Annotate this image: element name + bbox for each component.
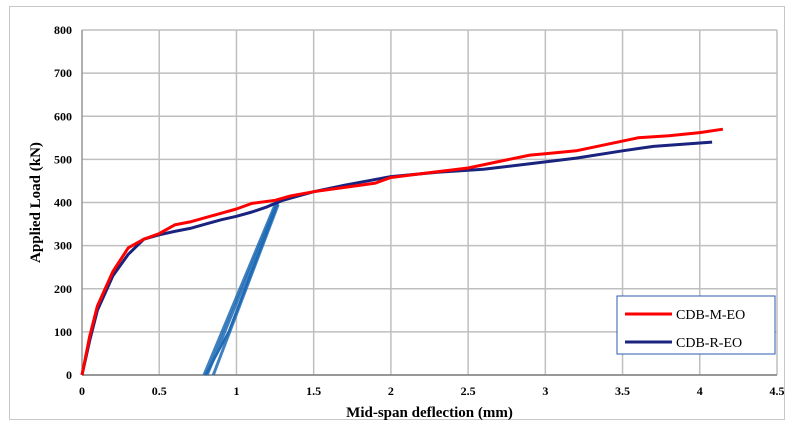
y-tick-label: 400 <box>54 196 72 210</box>
x-tick-label: 2.5 <box>461 384 476 398</box>
reload-line <box>204 202 280 376</box>
series-line-cdb-r-eo <box>80 140 713 376</box>
y-tick-label: 500 <box>54 152 72 166</box>
axes <box>81 30 777 376</box>
y-tick-labels: 0 100 200 300 400 500 600 700 800 <box>54 23 72 382</box>
legend: CDB-M-EO CDB-R-EO <box>616 295 776 355</box>
y-tick-label: 600 <box>54 109 72 123</box>
x-tick-label: 4 <box>697 384 703 398</box>
x-tick-label: 3.5 <box>615 384 630 398</box>
legend-box <box>616 295 776 355</box>
x-tick-label: 0.5 <box>152 384 167 398</box>
legend-label-cdb-r-eo: CDB-R-EO <box>676 336 742 351</box>
reload-line <box>205 204 278 376</box>
y-tick-label: 700 <box>54 66 72 80</box>
x-tick-label: 1.5 <box>306 384 321 398</box>
series-layer <box>80 127 724 376</box>
x-tick-label: 3 <box>542 384 548 398</box>
y-axis-title: Applied Load (kN) <box>28 142 44 263</box>
x-tick-label: 1 <box>233 384 239 398</box>
y-tick-label: 100 <box>54 325 72 339</box>
x-tick-labels: 0 0.5 1 1.5 2 2.5 3 3.5 4 4.5 <box>79 384 785 398</box>
y-tick-label: 800 <box>54 23 72 37</box>
series-line-cdb-m-eo <box>80 127 724 376</box>
x-tick-label: 4.5 <box>770 384 785 398</box>
x-tick-label: 0 <box>79 384 85 398</box>
x-tick-label: 2 <box>388 384 394 398</box>
y-tick-label: 300 <box>54 239 72 253</box>
reload-line <box>202 204 277 376</box>
x-axis-title: Mid-span deflection (mm) <box>346 405 513 421</box>
y-tick-label: 200 <box>54 282 72 296</box>
y-tick-label: 0 <box>66 368 72 382</box>
legend-label-cdb-m-eo: CDB-M-EO <box>676 308 745 323</box>
